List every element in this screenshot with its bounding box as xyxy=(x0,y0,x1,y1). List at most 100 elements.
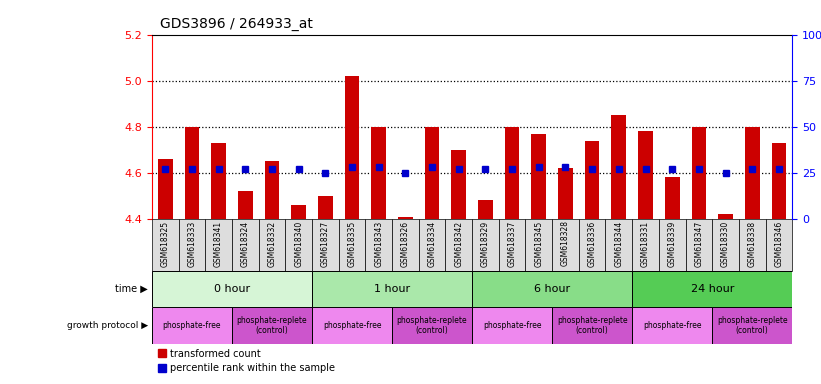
Bar xyxy=(424,127,439,219)
Bar xyxy=(632,219,659,271)
Bar xyxy=(291,205,306,219)
Bar xyxy=(345,76,360,219)
Text: 24 hour: 24 hour xyxy=(690,284,734,294)
Text: GSM618344: GSM618344 xyxy=(614,220,623,266)
Bar xyxy=(365,219,392,271)
Bar xyxy=(632,271,792,307)
Text: phosphate-free: phosphate-free xyxy=(483,321,541,330)
Bar xyxy=(232,219,259,271)
Text: GSM618330: GSM618330 xyxy=(721,220,730,266)
Bar xyxy=(606,219,632,271)
Text: GSM618340: GSM618340 xyxy=(294,220,303,266)
Text: phosphate-free: phosphate-free xyxy=(643,321,701,330)
Bar xyxy=(185,127,200,219)
Text: growth protocol ▶: growth protocol ▶ xyxy=(67,321,148,330)
Bar xyxy=(312,271,472,307)
Bar xyxy=(211,143,226,219)
Bar xyxy=(398,217,413,219)
Bar xyxy=(686,219,713,271)
Bar xyxy=(745,127,759,219)
Bar xyxy=(579,219,606,271)
Text: GSM618331: GSM618331 xyxy=(641,220,650,266)
Text: GSM618337: GSM618337 xyxy=(507,220,516,266)
Bar xyxy=(472,307,553,344)
Bar xyxy=(632,307,713,344)
Text: GSM618333: GSM618333 xyxy=(187,220,196,266)
Text: GSM618335: GSM618335 xyxy=(347,220,356,266)
Bar xyxy=(238,191,253,219)
Text: GSM618342: GSM618342 xyxy=(454,220,463,266)
Text: GSM618332: GSM618332 xyxy=(268,220,277,266)
Text: GSM618324: GSM618324 xyxy=(241,220,250,266)
Bar xyxy=(713,219,739,271)
Bar xyxy=(525,219,553,271)
Bar xyxy=(691,127,706,219)
Bar xyxy=(739,219,766,271)
Bar xyxy=(553,307,632,344)
Bar xyxy=(312,219,339,271)
Bar xyxy=(392,219,419,271)
Bar xyxy=(312,307,392,344)
Bar xyxy=(558,168,573,219)
Bar xyxy=(446,219,472,271)
Text: GSM618336: GSM618336 xyxy=(588,220,597,266)
Bar xyxy=(232,307,312,344)
Bar xyxy=(665,177,680,219)
Text: phosphate-replete
(control): phosphate-replete (control) xyxy=(236,316,307,335)
Text: GSM618327: GSM618327 xyxy=(321,220,330,266)
Text: 6 hour: 6 hour xyxy=(534,284,571,294)
Bar xyxy=(478,200,493,219)
Text: 0 hour: 0 hour xyxy=(213,284,250,294)
Text: GSM618329: GSM618329 xyxy=(481,220,490,266)
Legend: transformed count, percentile rank within the sample: transformed count, percentile rank withi… xyxy=(157,349,335,373)
Text: GSM618347: GSM618347 xyxy=(695,220,704,266)
Text: phosphate-free: phosphate-free xyxy=(163,321,221,330)
Bar xyxy=(772,143,787,219)
Text: GSM618328: GSM618328 xyxy=(561,220,570,266)
Text: GDS3896 / 264933_at: GDS3896 / 264933_at xyxy=(160,17,313,31)
Bar xyxy=(259,219,286,271)
Bar xyxy=(766,219,792,271)
Text: GSM618326: GSM618326 xyxy=(401,220,410,266)
Text: GSM618345: GSM618345 xyxy=(534,220,544,266)
Text: GSM618346: GSM618346 xyxy=(774,220,783,266)
Bar xyxy=(638,131,653,219)
Text: phosphate-replete
(control): phosphate-replete (control) xyxy=(557,316,627,335)
Bar xyxy=(718,214,733,219)
Bar xyxy=(531,134,546,219)
Bar xyxy=(158,159,172,219)
Text: 1 hour: 1 hour xyxy=(374,284,410,294)
Bar xyxy=(392,307,472,344)
Text: phosphate-free: phosphate-free xyxy=(323,321,381,330)
Bar xyxy=(152,219,179,271)
Bar xyxy=(286,219,312,271)
Text: phosphate-replete
(control): phosphate-replete (control) xyxy=(397,316,467,335)
Bar xyxy=(452,150,466,219)
Bar xyxy=(585,141,599,219)
Bar xyxy=(339,219,365,271)
Text: GSM618325: GSM618325 xyxy=(161,220,170,266)
Bar xyxy=(472,271,632,307)
Bar xyxy=(318,196,333,219)
Bar xyxy=(205,219,232,271)
Bar xyxy=(713,307,792,344)
Text: GSM618341: GSM618341 xyxy=(214,220,223,266)
Bar xyxy=(179,219,205,271)
Bar xyxy=(264,161,279,219)
Bar xyxy=(499,219,525,271)
Bar xyxy=(553,219,579,271)
Text: GSM618334: GSM618334 xyxy=(428,220,437,266)
Text: GSM618343: GSM618343 xyxy=(374,220,383,266)
Text: GSM618338: GSM618338 xyxy=(748,220,757,266)
Bar xyxy=(152,271,312,307)
Bar xyxy=(419,219,446,271)
Bar xyxy=(472,219,499,271)
Bar xyxy=(505,127,520,219)
Bar xyxy=(612,115,626,219)
Text: phosphate-replete
(control): phosphate-replete (control) xyxy=(717,316,787,335)
Text: time ▶: time ▶ xyxy=(115,284,148,294)
Bar xyxy=(152,307,232,344)
Bar xyxy=(659,219,686,271)
Bar xyxy=(371,127,386,219)
Text: GSM618339: GSM618339 xyxy=(667,220,677,266)
